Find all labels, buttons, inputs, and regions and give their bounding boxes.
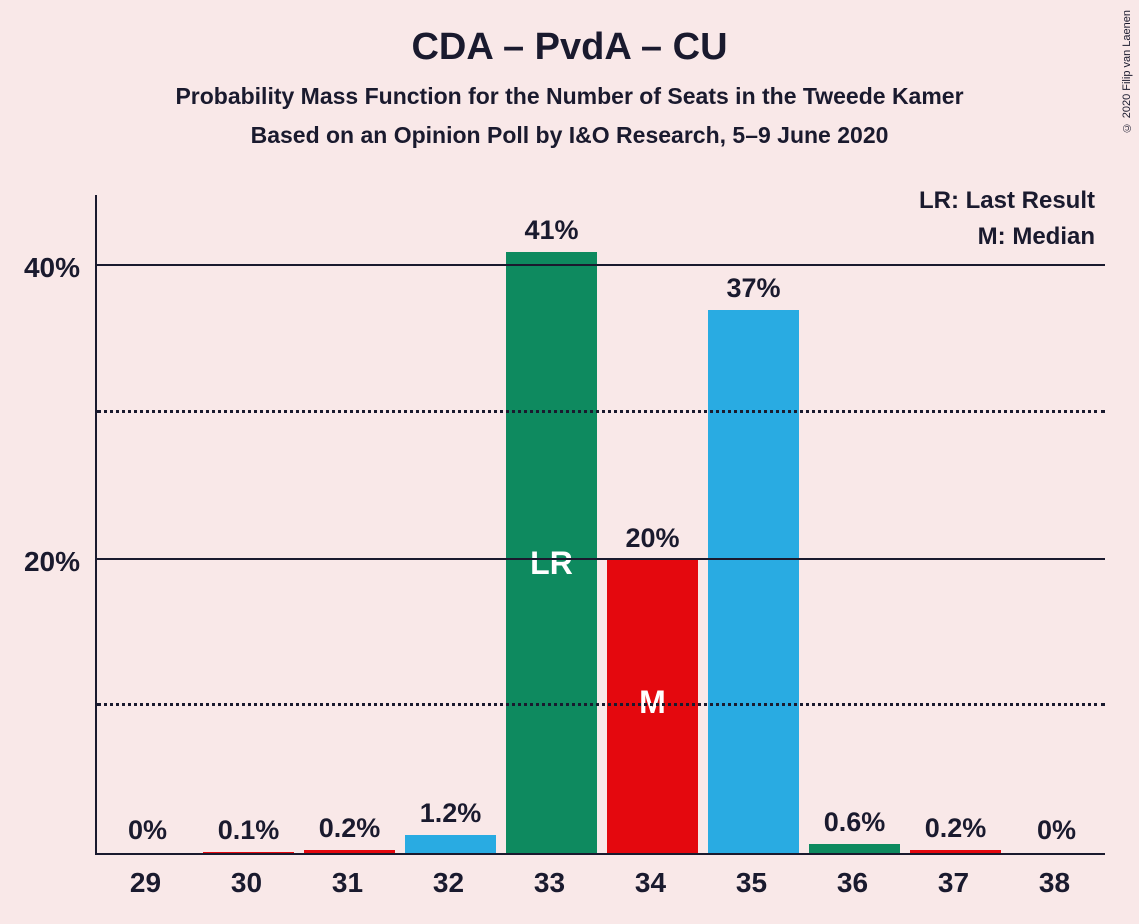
bar-group: 41%LR [501,252,602,853]
bar [405,835,496,853]
chart-area: LR: Last Result M: Median 0%0.1%0.2%1.2%… [95,195,1105,855]
gridline-major [97,264,1105,266]
x-tick-label: 29 [95,855,196,899]
x-tick-label: 38 [1004,855,1105,899]
bar-group: 37% [703,310,804,853]
bar-group: 1.2% [400,835,501,853]
gridline-minor [97,703,1105,706]
x-tick-label: 35 [701,855,802,899]
y-tick-label: 20% [24,546,80,578]
bar-value-label: 1.2% [400,798,501,835]
bar [203,852,294,853]
x-tick-label: 37 [903,855,1004,899]
bar [708,310,799,853]
bar-group: 0% [97,852,198,853]
bar-value-label: 0.2% [905,813,1006,850]
gridline-minor [97,410,1105,413]
bars-container: 0%0.1%0.2%1.2%41%LR20%M37%0.6%0.2%0% [97,195,1105,853]
bar [304,850,395,853]
bar-value-label: 0% [97,815,198,852]
bar-value-label: 0% [1006,815,1107,852]
bar-value-label: 20% [602,523,703,560]
x-tick-label: 30 [196,855,297,899]
chart-subtitle-2: Based on an Opinion Poll by I&O Research… [0,122,1139,149]
x-tick-label: 31 [297,855,398,899]
bar [809,844,900,853]
bar-inner-label: LR [501,545,602,582]
bar-group: 0.1% [198,852,299,853]
bar-group: 0% [1006,852,1107,853]
bar-value-label: 0.1% [198,815,299,852]
bar-value-label: 0.6% [804,807,905,844]
copyright-text: © 2020 Filip van Laenen [1121,10,1133,133]
x-tick-label: 36 [802,855,903,899]
chart-subtitle-1: Probability Mass Function for the Number… [0,83,1139,110]
bar-value-label: 37% [703,273,804,310]
plot-region: LR: Last Result M: Median 0%0.1%0.2%1.2%… [95,195,1105,855]
x-tick-label: 34 [600,855,701,899]
x-tick-label: 33 [499,855,600,899]
chart-title: CDA – PvdA – CU [0,0,1139,69]
bar-value-label: 41% [501,215,602,252]
bar-group: 0.6% [804,844,905,853]
bar [910,850,1001,853]
gridline-major [97,558,1105,560]
bar-group: 0.2% [299,850,400,853]
y-tick-label: 40% [24,252,80,284]
bar-value-label: 0.2% [299,813,400,850]
bar-group: 0.2% [905,850,1006,853]
x-tick-label: 32 [398,855,499,899]
